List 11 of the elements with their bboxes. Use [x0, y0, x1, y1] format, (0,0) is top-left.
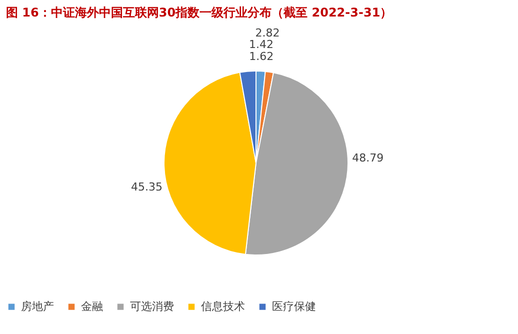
legend-label: 房地产 — [21, 300, 54, 313]
data-label: 1.42 — [249, 38, 274, 52]
legend-label: 医疗保健 — [272, 300, 316, 313]
data-label: 45.35 — [131, 180, 162, 194]
legend-label: 信息技术 — [201, 300, 245, 313]
data-label: 2.82 — [255, 26, 280, 40]
legend-label: 金融 — [81, 300, 103, 313]
data-label: 1.62 — [249, 50, 274, 64]
data-label: 48.79 — [352, 152, 384, 165]
legend-label: 可选消费 — [130, 300, 174, 313]
chart-title: 图 16：中证海外中国互联网30指数一级行业分布（截至 2022-3-31） — [6, 6, 392, 20]
